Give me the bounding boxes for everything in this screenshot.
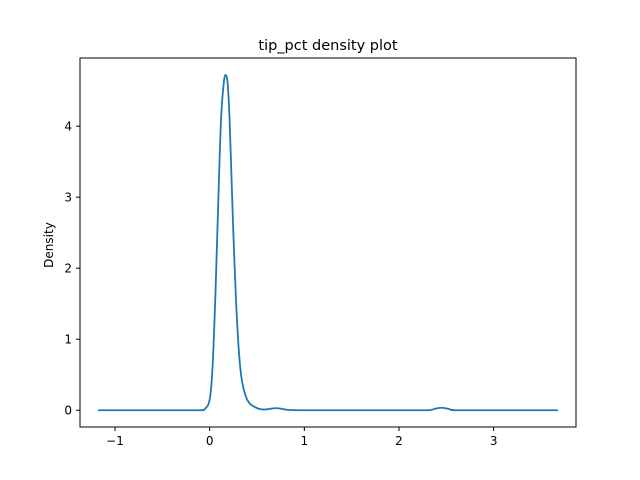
x-tick-label: 2 — [395, 434, 403, 448]
y-tick-label: 0 — [64, 404, 72, 418]
y-tick-label: 1 — [64, 333, 72, 347]
series-layer — [98, 74, 558, 412]
y-axis-label: Density — [42, 222, 56, 268]
x-tick-label: 3 — [490, 434, 498, 448]
y-tick-label: 3 — [64, 191, 72, 205]
x-tick-label: 0 — [206, 434, 214, 448]
x-tick-label: 1 — [301, 434, 309, 448]
chart-title: tip_pct density plot — [258, 38, 398, 54]
plot-frame — [79, 57, 577, 428]
x-tick-label: −1 — [106, 434, 124, 448]
y-tick-label: 4 — [64, 120, 72, 134]
x-axis-ticks: −1 0 1 2 3 — [106, 427, 497, 448]
y-axis-ticks: 0 1 2 3 4 — [64, 120, 80, 418]
density-line — [98, 74, 558, 412]
y-tick-label: 2 — [64, 262, 72, 276]
